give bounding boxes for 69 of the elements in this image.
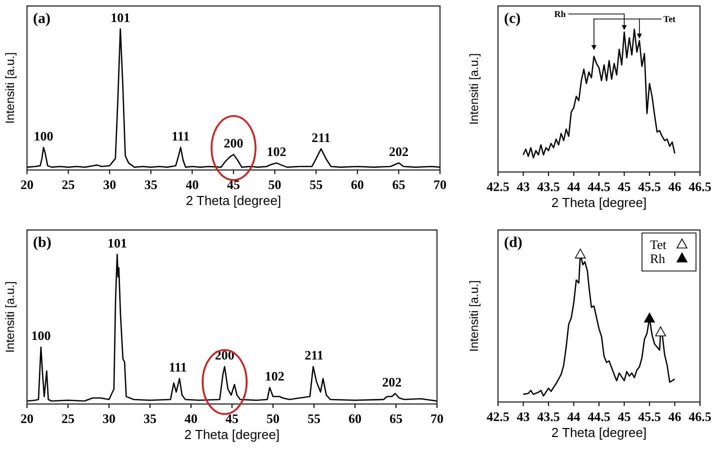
x-tick-label: 43 <box>516 409 530 424</box>
x-tick-label: 45.5 <box>638 409 662 424</box>
x-tick-label: 70 <box>434 177 446 192</box>
annotation: 211 <box>312 130 330 145</box>
x-axis-title: 2 Theta [degree] <box>186 193 282 208</box>
x-tick-label: 44 <box>567 409 581 424</box>
annotation: 200 <box>224 135 244 150</box>
legend-label: Rh <box>650 251 666 266</box>
x-tick-label: 55 <box>308 411 321 426</box>
legend-label: Tet <box>650 237 667 252</box>
x-tick-label: 70 <box>430 411 444 426</box>
annotation: Rh <box>554 9 566 19</box>
x-axis-title: 2 Theta [degree] <box>551 195 647 210</box>
text: (c) <box>504 11 521 27</box>
x-tick-label: 65 <box>392 177 406 192</box>
x-tick-label: 30 <box>102 411 116 426</box>
x-tick-label: 35 <box>144 411 157 426</box>
x-tick-label: 44 <box>567 179 581 194</box>
x-tick-label: 45 <box>226 411 239 426</box>
annotation: 101 <box>110 10 130 25</box>
x-tick-label: 46 <box>668 409 682 424</box>
annotation: 202 <box>382 374 402 390</box>
annotation: 111 <box>168 360 187 375</box>
x-axis-title: 2 Theta [degree] <box>184 427 280 442</box>
x-tick-label: 43.5 <box>537 409 560 424</box>
x-tick-label: 20 <box>20 411 34 426</box>
x-tick-label: 25 <box>62 411 75 426</box>
x-tick-label: 44.5 <box>588 409 611 424</box>
x-tick-label: 42.5 <box>486 179 510 194</box>
x-tick-label: 43 <box>516 179 530 194</box>
x-tick-label: 45 <box>618 179 632 194</box>
x-tick-label: 30 <box>103 177 116 192</box>
text: (a) <box>33 11 50 27</box>
x-tick-label: 45 <box>227 177 240 192</box>
text: (b) <box>33 235 52 251</box>
x-tick-label: 46 <box>668 179 682 194</box>
x-tick-label: 65 <box>390 411 403 426</box>
annotation: 100 <box>34 128 54 144</box>
annotation: 202 <box>388 144 408 159</box>
x-tick-label: 46.5 <box>688 179 712 194</box>
annotation: 102 <box>266 144 286 159</box>
annotation: 102 <box>264 368 284 384</box>
annotation: Tet <box>663 14 676 24</box>
x-tick-label: 55 <box>310 177 324 192</box>
y-axis-title: Intensiti [a.u.] <box>467 280 481 352</box>
x-axis-title: 2 Theta [degree] <box>551 425 647 440</box>
annotation: 211 <box>304 348 324 363</box>
y-axis-title: Intensiti [a.u.] <box>3 52 17 124</box>
x-tick-label: 46.5 <box>688 409 712 424</box>
x-tick-label: 50 <box>266 411 280 426</box>
text: (d) <box>504 235 522 251</box>
x-tick-label: 35 <box>144 177 158 192</box>
x-tick-label: 45 <box>618 409 632 424</box>
x-tick-label: 43.5 <box>537 179 560 194</box>
y-axis-title: Intensiti [a.u.] <box>467 53 481 125</box>
x-tick-label: 25 <box>62 177 76 192</box>
x-tick-label: 45.5 <box>638 179 662 194</box>
x-tick-label: 44.5 <box>588 179 611 194</box>
annotation: 111 <box>172 128 190 144</box>
x-tick-label: 40 <box>186 177 199 192</box>
y-axis-title: Intensiti [a.u.] <box>3 281 17 353</box>
x-tick-label: 60 <box>348 411 362 426</box>
x-tick-label: 20 <box>20 177 34 192</box>
annotation: 101 <box>107 235 127 250</box>
x-tick-label: 42.5 <box>486 409 510 424</box>
x-tick-label: 50 <box>268 177 282 192</box>
x-tick-label: 60 <box>350 177 364 192</box>
annotation: 100 <box>31 328 51 344</box>
x-tick-label: 40 <box>184 411 198 426</box>
